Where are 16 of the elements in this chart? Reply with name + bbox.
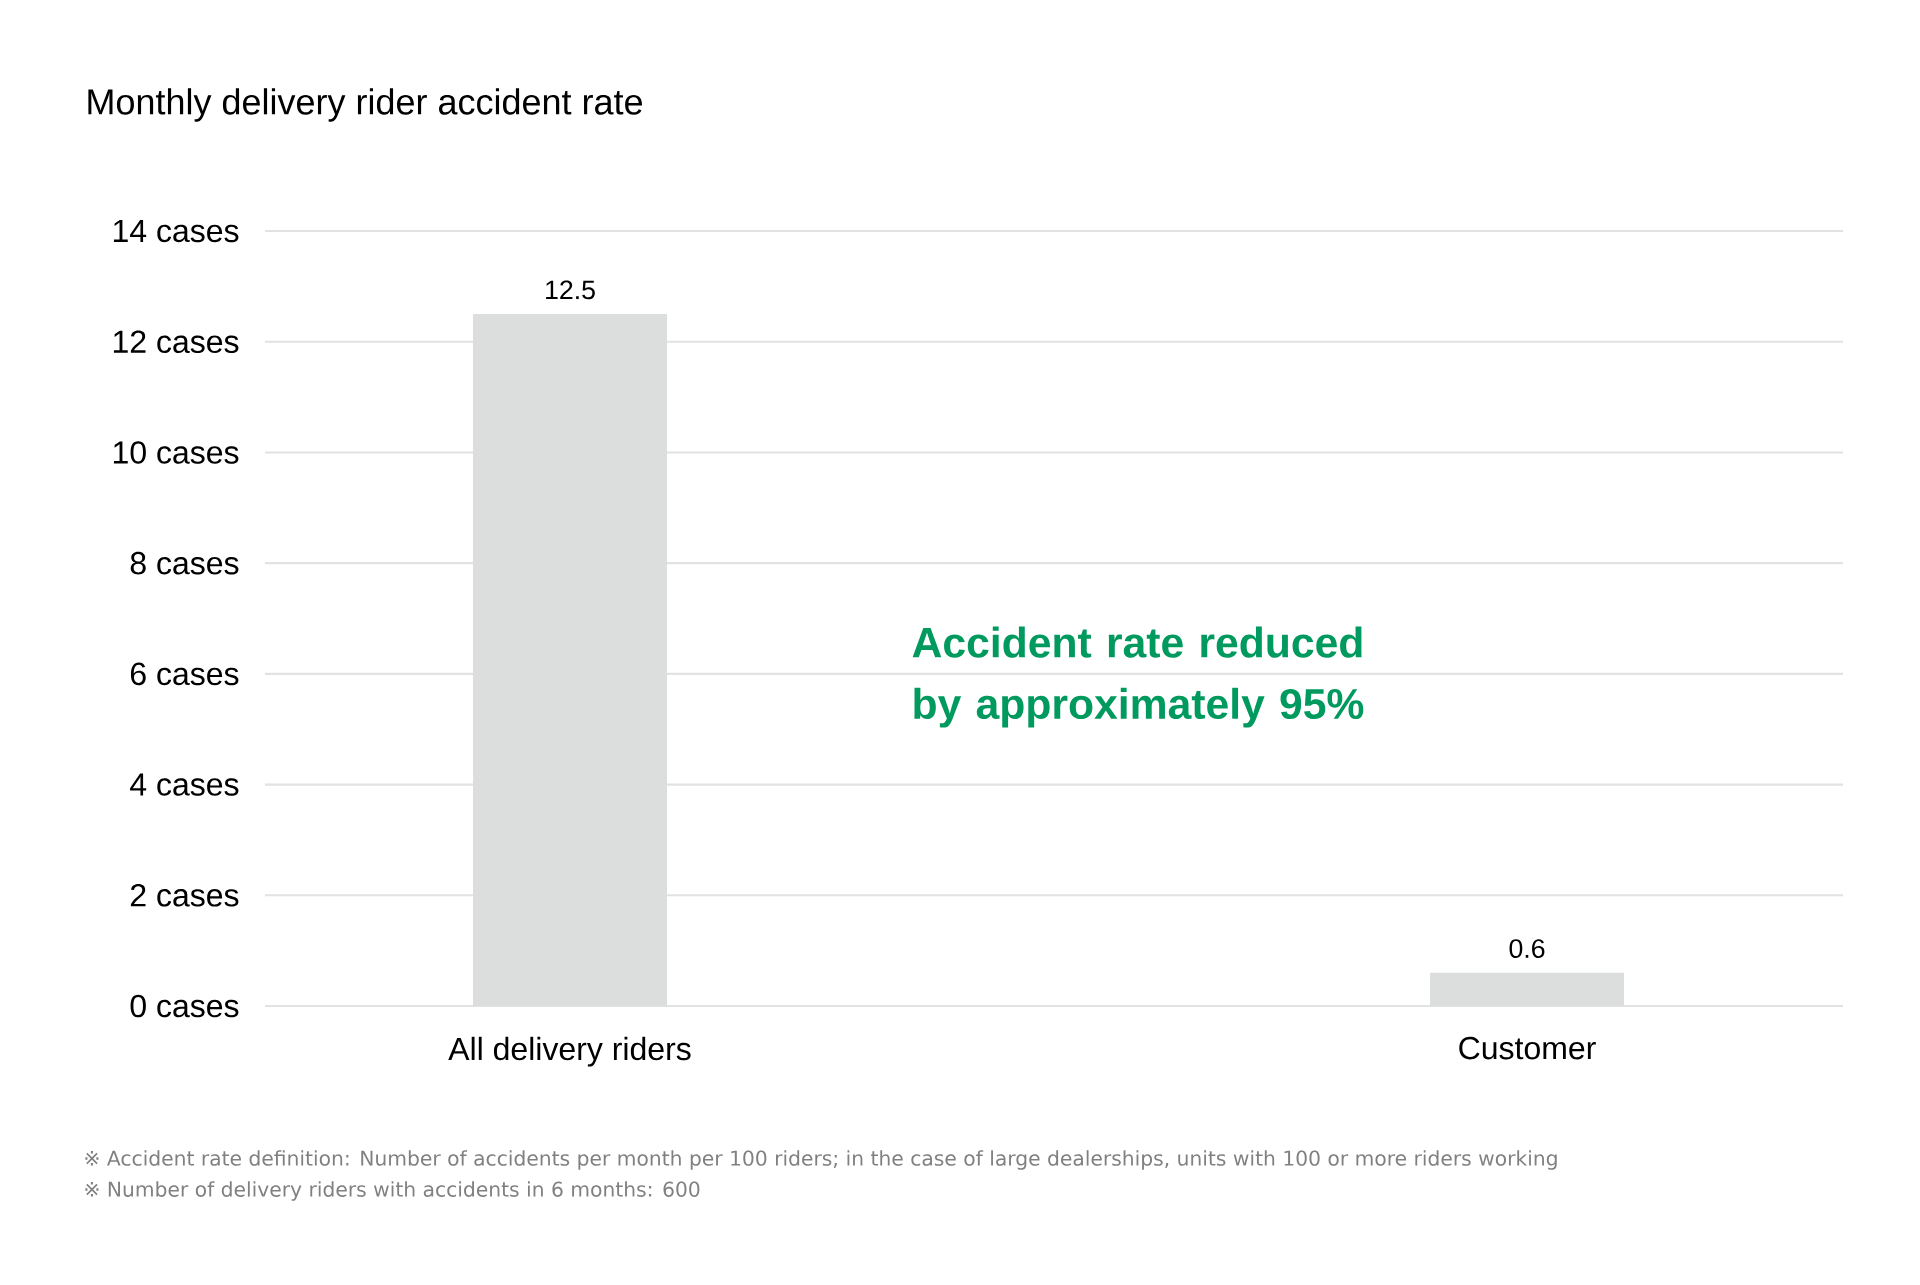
- y-tick-label: 12 cases: [113, 330, 239, 354]
- data-label: 0.6: [1509, 939, 1545, 959]
- x-tick-label: Customer: [1459, 1036, 1596, 1060]
- data-label: 12.5: [546, 280, 595, 300]
- y-tick-label: 10 cases: [113, 441, 239, 464]
- annotation: Accident rate reduced by approximately 95%: [912, 626, 1364, 728]
- y-tick-label: 4 cases: [130, 773, 239, 796]
- y-tick-label: 2 cases: [130, 883, 239, 907]
- y-tick-label: 14 cases: [113, 219, 239, 243]
- text: ※ Accident rate definition: Number of accidents per month per 100 riders; in the case of large dealerships, units with 100 or more riders working: [85, 1150, 1557, 1170]
- y-tick-label: 8 cases: [130, 551, 239, 575]
- text: ※ Number of delivery riders with accidents in 6 months: 600: [85, 1181, 700, 1201]
- y-tick-label: 6 cases: [130, 662, 239, 686]
- y-tick-label: 0 cases: [130, 994, 239, 1018]
- chart-title: Monthly delivery rider accident rate: [88, 88, 642, 122]
- x-tick-label: All delivery riders: [448, 1036, 691, 1067]
